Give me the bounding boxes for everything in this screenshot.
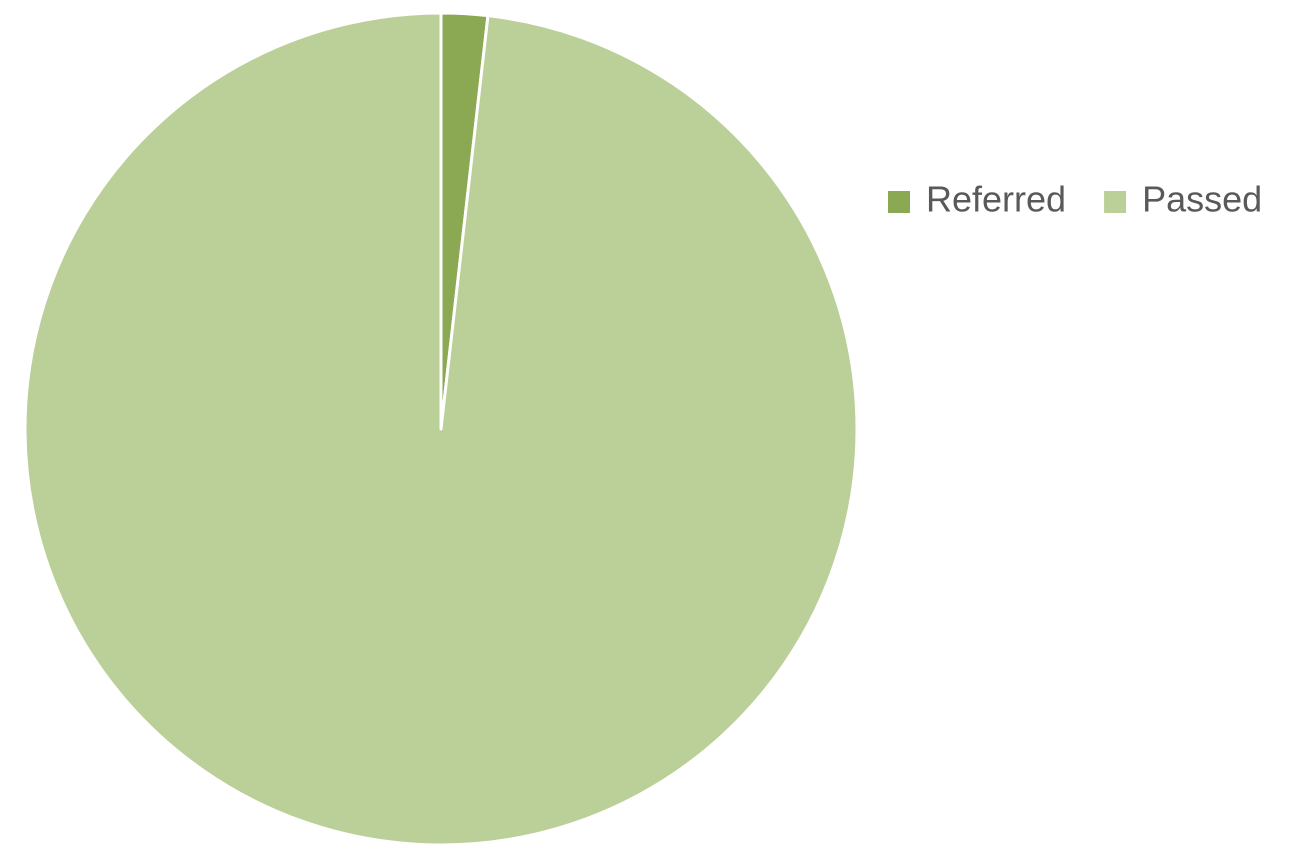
legend-swatch xyxy=(1104,191,1127,213)
legend-label: Passed xyxy=(1142,179,1262,220)
pie-slice xyxy=(23,11,859,844)
legend-label: Referred xyxy=(926,179,1066,220)
legend-swatch xyxy=(888,191,910,213)
